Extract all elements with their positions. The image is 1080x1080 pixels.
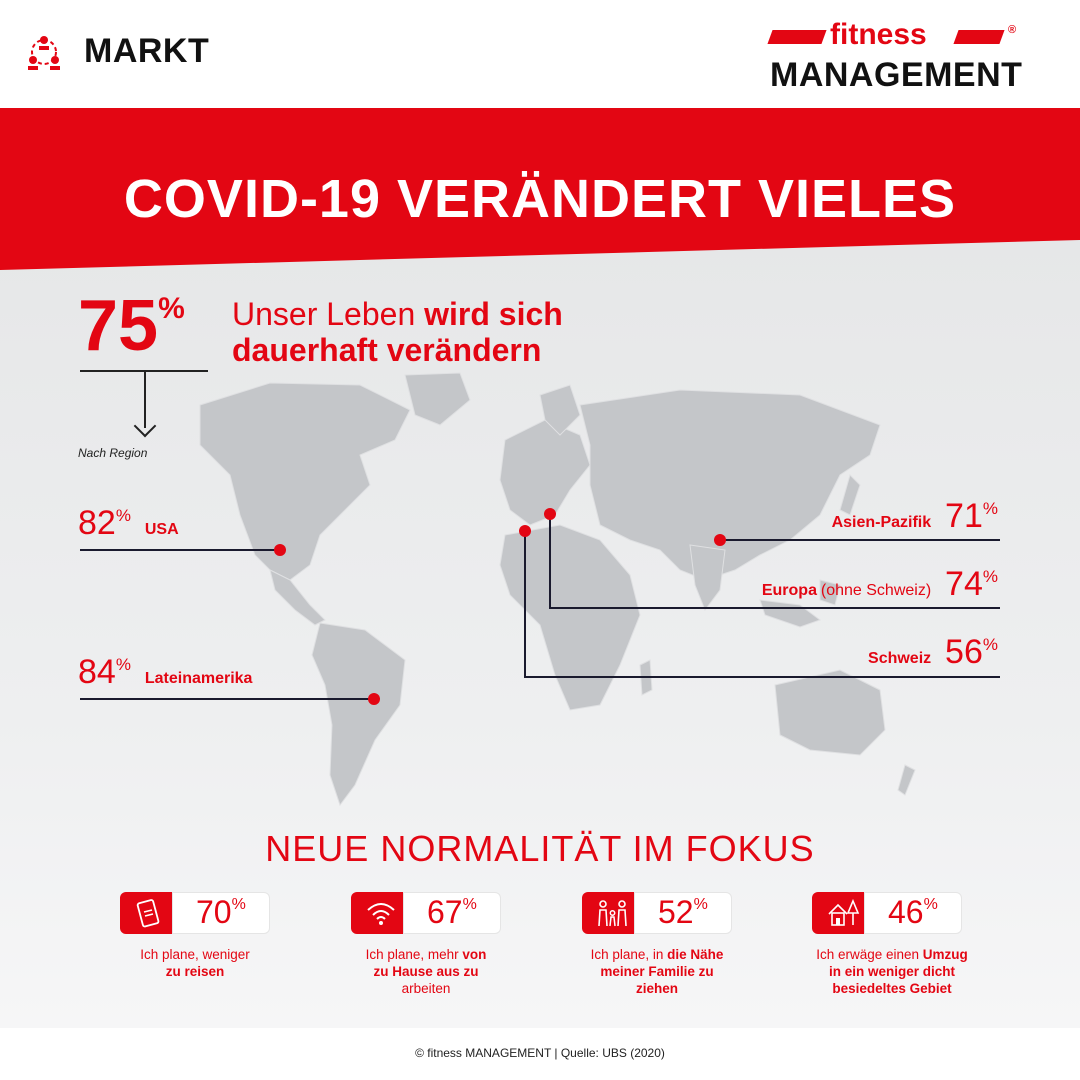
- region-stat-usa: 82% USA: [78, 504, 179, 543]
- page-footer: [0, 1028, 1080, 1080]
- region-label: Asien-Pazifik: [831, 514, 932, 531]
- region-label: Europa: [761, 582, 817, 599]
- focus-caption: Ich plane, mehr von zu Hause aus zu arbeit…: [365, 947, 487, 996]
- logo-registered: ®: [1008, 24, 1017, 36]
- region-marker: [519, 525, 531, 537]
- region-stat-swiss: Schweiz 56%: [868, 633, 998, 672]
- focus-caption: Ich plane, weniger zu reisen: [140, 947, 250, 979]
- logo-text-top: fitness: [830, 18, 927, 51]
- connector-line: [524, 676, 1000, 678]
- region-stat-latam: 84% Lateinamerika: [78, 653, 252, 692]
- divider: [80, 370, 208, 372]
- region-stat-apac: Asien-Pazifik 71%: [832, 497, 998, 536]
- region-pct: 84%: [78, 653, 131, 691]
- region-marker: [368, 693, 380, 705]
- focus-card-family: 52%: [582, 892, 732, 934]
- region-label: Schweiz: [868, 650, 932, 667]
- focus-card-relocation: 46%: [812, 892, 962, 934]
- footer-source: © fitness MANAGEMENT | Quelle: UBS (2020…: [415, 1046, 665, 1060]
- headline-text: Unser Leben wird sich dauerhaft veränder…: [232, 296, 563, 368]
- logo-text-bottom: MANAGEMENT: [770, 56, 1023, 94]
- headline-percentage: 75%: [78, 286, 185, 366]
- region-stat-europe: Europa (ohne Schweiz) 74%: [762, 565, 998, 604]
- region-note: Nach Region: [78, 446, 148, 460]
- connector-line: [524, 530, 526, 678]
- region-label: Lateinamerika: [144, 670, 253, 687]
- title-banner: COVID-19 VERÄNDERT VIELES: [0, 108, 1080, 278]
- focus-pct: 46%: [888, 894, 938, 930]
- family-icon: [598, 900, 627, 927]
- region-label: USA: [144, 521, 179, 538]
- region-marker: [714, 534, 726, 546]
- focus-pct: 52%: [658, 894, 708, 930]
- down-arrow-icon: [144, 372, 146, 428]
- page-header: MARKT fitness ® MANAGEMENT: [0, 0, 1080, 108]
- network-people-icon: [28, 35, 60, 70]
- region-pct: 71%: [945, 497, 998, 535]
- focus-card-travel: 70%: [120, 892, 270, 934]
- ticket-icon: [136, 899, 160, 928]
- region-marker: [274, 544, 286, 556]
- house-tree-icon: [828, 898, 860, 926]
- region-pct: 74%: [945, 565, 998, 603]
- connector-line: [549, 513, 551, 609]
- wifi-icon: [367, 903, 395, 925]
- connector-line: [549, 607, 1000, 609]
- region-marker: [544, 508, 556, 520]
- section-tag: MARKT: [26, 32, 209, 71]
- focus-title: NEUE NORMALITÄT IM FOKUS: [265, 828, 815, 869]
- section-label: MARKT: [84, 32, 210, 70]
- brand-logo: fitness ® MANAGEMENT: [767, 18, 1023, 98]
- focus-caption: Ich erwäge einen Umzug in ein weniger dic…: [816, 947, 968, 996]
- connector-line: [720, 539, 1000, 541]
- region-pct: 56%: [945, 633, 998, 671]
- focus-pct: 67%: [427, 894, 477, 930]
- connector-line: [80, 698, 374, 700]
- region-label-extra: (ohne Schweiz): [820, 582, 932, 599]
- focus-caption: Ich plane, in die Nähe meiner Familie zu z…: [590, 947, 724, 996]
- region-pct: 82%: [78, 504, 131, 542]
- world-map: [199, 372, 916, 807]
- focus-card-homeoffice: 67%: [351, 892, 501, 934]
- connector-line: [80, 549, 280, 551]
- page-title: COVID-19 VERÄNDERT VIELES: [123, 169, 957, 229]
- focus-pct: 70%: [196, 894, 246, 930]
